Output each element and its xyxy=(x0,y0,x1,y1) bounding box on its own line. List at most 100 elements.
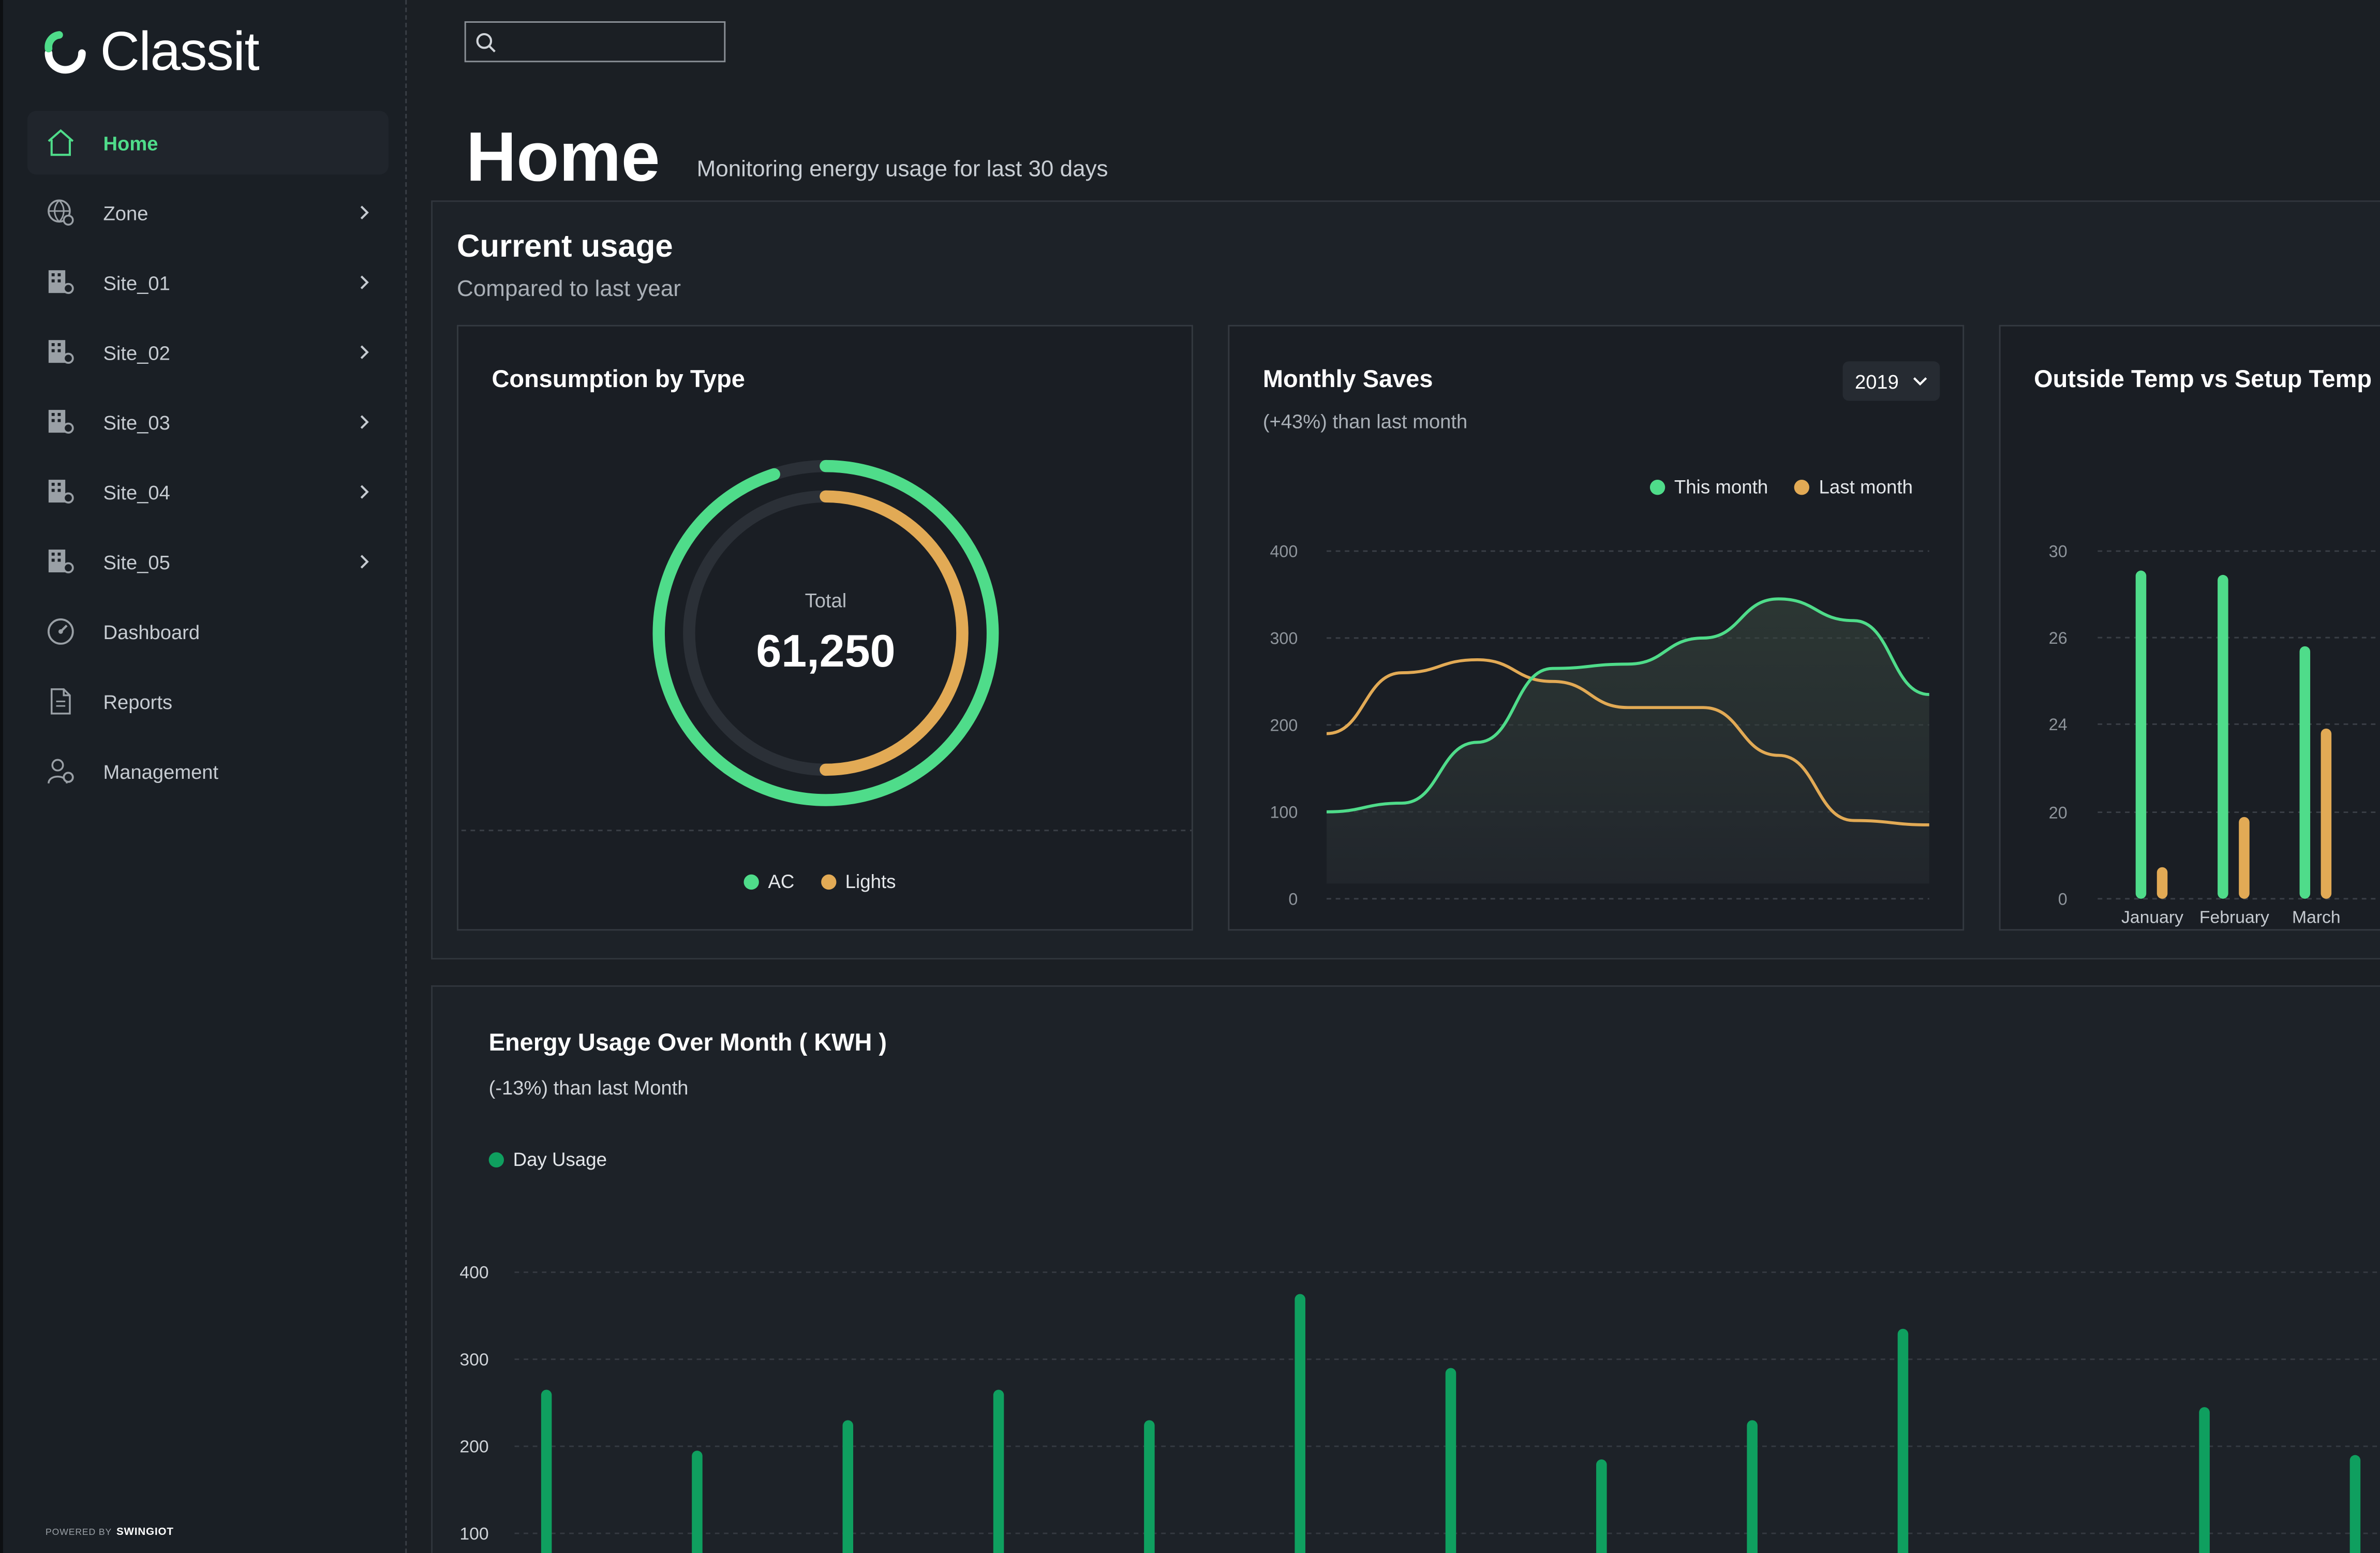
sidebar-item-label: Zone xyxy=(103,201,148,224)
day-usage-bar[interactable] xyxy=(2349,1455,2361,1553)
legend-label: AC xyxy=(768,871,795,893)
monthly-saves-card: Monthly Saves (+43%) than last month Thi… xyxy=(1228,324,1965,931)
day-usage-bar[interactable] xyxy=(1445,1368,1456,1553)
y-tick-label: 400 xyxy=(1270,542,1298,561)
sidebar-item-home[interactable]: Home xyxy=(27,111,389,175)
chevron-right-icon xyxy=(360,415,369,429)
gauge-icon xyxy=(47,618,74,645)
y-tick-label: 20 xyxy=(2049,803,2067,822)
y-tick-label: 200 xyxy=(459,1437,488,1457)
donut-total-value: 61,250 xyxy=(756,625,895,676)
temp-bar-outside[interactable] xyxy=(2135,570,2147,899)
building-pin-icon xyxy=(48,480,74,504)
line-this-month[interactable] xyxy=(1327,597,1929,814)
day-usage-bar[interactable] xyxy=(993,1389,1004,1553)
legend-dot-last-month xyxy=(1794,480,1810,495)
y-tick-label: 100 xyxy=(1270,803,1298,822)
day-usage-bar[interactable] xyxy=(842,1420,854,1553)
sidebar-item-zone[interactable]: Zone xyxy=(27,181,389,244)
day-usage-bar[interactable] xyxy=(1295,1294,1305,1553)
sidebar-item-site-05[interactable]: Site_05 xyxy=(27,530,389,594)
outside-temp-card: Outside Temp vs Setup Temp 0 20 24 26 30 Janu… xyxy=(1999,324,2380,931)
temp-bar-setup[interactable] xyxy=(2156,867,2168,899)
energy-usage-legend: Day Usage xyxy=(488,1149,607,1171)
consumption-legend: AC Lights xyxy=(743,871,917,893)
sidebar-item-label: Site_05 xyxy=(103,550,170,573)
app-logo[interactable]: Classit xyxy=(42,20,260,82)
chevron-right-icon xyxy=(360,345,369,359)
y-tick-label: 26 xyxy=(2049,629,2067,647)
y-tick-label: 400 xyxy=(459,1263,488,1282)
day-usage-bar[interactable] xyxy=(1747,1420,1758,1553)
y-tick-label: 0 xyxy=(2058,890,2067,908)
building-pin-icon xyxy=(48,270,74,294)
page-title: Home xyxy=(466,116,660,196)
sidebar-item-site-03[interactable]: Site_03 xyxy=(27,390,389,454)
search-input[interactable] xyxy=(464,21,726,63)
monthly-saves-subtitle: (+43%) than last month xyxy=(1262,410,1468,433)
sidebar-item-site-01[interactable]: Site_01 xyxy=(27,250,389,314)
legend-item-lights: Lights xyxy=(821,871,896,893)
powered-by: POWERED BY SWINGIOT xyxy=(46,1527,174,1538)
day-usage-bar[interactable] xyxy=(1596,1459,1607,1553)
current-usage-subtitle: Compared to last year xyxy=(457,276,681,302)
day-usage-bar[interactable] xyxy=(2199,1407,2210,1553)
sidebar-item-site-02[interactable]: Site_02 xyxy=(27,320,389,384)
year-select[interactable]: 2019 xyxy=(1842,361,1940,401)
globe-pin-icon xyxy=(48,199,74,226)
search-icon xyxy=(476,33,496,53)
temp-bar-setup[interactable] xyxy=(2320,728,2332,899)
day-usage-bar[interactable] xyxy=(541,1389,552,1553)
sidebar: Classit Home Zone Site_01 Site_02 xyxy=(0,0,407,1553)
sidebar-item-reports[interactable]: Reports xyxy=(27,670,389,733)
energy-usage-title: Energy Usage Over Month ( KWH ) xyxy=(488,1030,887,1057)
y-tick-label: 300 xyxy=(459,1350,488,1369)
day-usage-bar[interactable] xyxy=(692,1451,703,1553)
x-tick-label: February xyxy=(2199,908,2269,927)
temp-bar-outside[interactable] xyxy=(2299,646,2311,899)
energy-usage-chart: 100 200 300 400 xyxy=(459,1263,2380,1553)
temp-bar-outside[interactable] xyxy=(2218,574,2228,899)
sidebar-item-site-04[interactable]: Site_04 xyxy=(27,460,389,524)
chevron-right-icon xyxy=(360,555,369,569)
chevron-right-icon xyxy=(360,205,369,219)
monthly-saves-chart: 0 100 200 300 400 xyxy=(1270,542,1929,908)
powered-by-brand: SWINGIOT xyxy=(116,1527,174,1538)
building-pin-icon xyxy=(48,340,74,364)
outside-temp-chart: 0 20 24 26 30 January February March xyxy=(2049,542,2380,927)
sidebar-item-label: Home xyxy=(103,131,158,154)
legend-dot-lights xyxy=(821,874,837,890)
x-tick-label: March xyxy=(2292,908,2341,927)
user-gear-icon xyxy=(48,759,74,784)
chevron-right-icon xyxy=(360,485,369,499)
legend-label: Last month xyxy=(1819,477,1913,498)
y-tick-label: 24 xyxy=(2049,715,2067,734)
sidebar-item-dashboard[interactable]: Dashboard xyxy=(27,600,389,663)
sidebar-item-management[interactable]: Management xyxy=(27,739,389,803)
energy-usage-panel xyxy=(431,985,2380,1553)
sidebar-item-label: Site_01 xyxy=(103,271,170,294)
day-usage-bar[interactable] xyxy=(1144,1420,1155,1553)
donut-arc-ac[interactable] xyxy=(652,460,999,806)
legend-label: Day Usage xyxy=(513,1149,607,1171)
y-tick-label: 0 xyxy=(1288,890,1298,908)
legend-item-this-month: This month xyxy=(1649,477,1768,498)
legend-dot-this-month xyxy=(1649,480,1665,495)
sidebar-item-label: Reports xyxy=(103,690,173,713)
donut-arc-lights[interactable] xyxy=(820,490,969,776)
donut-total-label: Total xyxy=(805,589,847,612)
y-tick-label: 300 xyxy=(1270,629,1298,648)
temp-bar-setup[interactable] xyxy=(2239,817,2250,899)
legend-item-ac: AC xyxy=(743,871,795,893)
document-icon xyxy=(50,688,71,715)
chevron-down-icon xyxy=(1913,377,1927,386)
sidebar-nav: Home Zone Site_01 Site_02 Site_03 xyxy=(27,111,389,809)
line-last-month[interactable] xyxy=(1326,658,1929,826)
current-usage-title: Current usage xyxy=(457,229,673,264)
day-usage-bar[interactable] xyxy=(1897,1328,1909,1553)
building-pin-icon xyxy=(48,549,74,573)
consumption-card: Consumption by Type Total 61,250 AC Ligh… xyxy=(457,324,1193,931)
home-icon xyxy=(48,129,74,156)
powered-by-label: POWERED BY xyxy=(46,1529,112,1538)
